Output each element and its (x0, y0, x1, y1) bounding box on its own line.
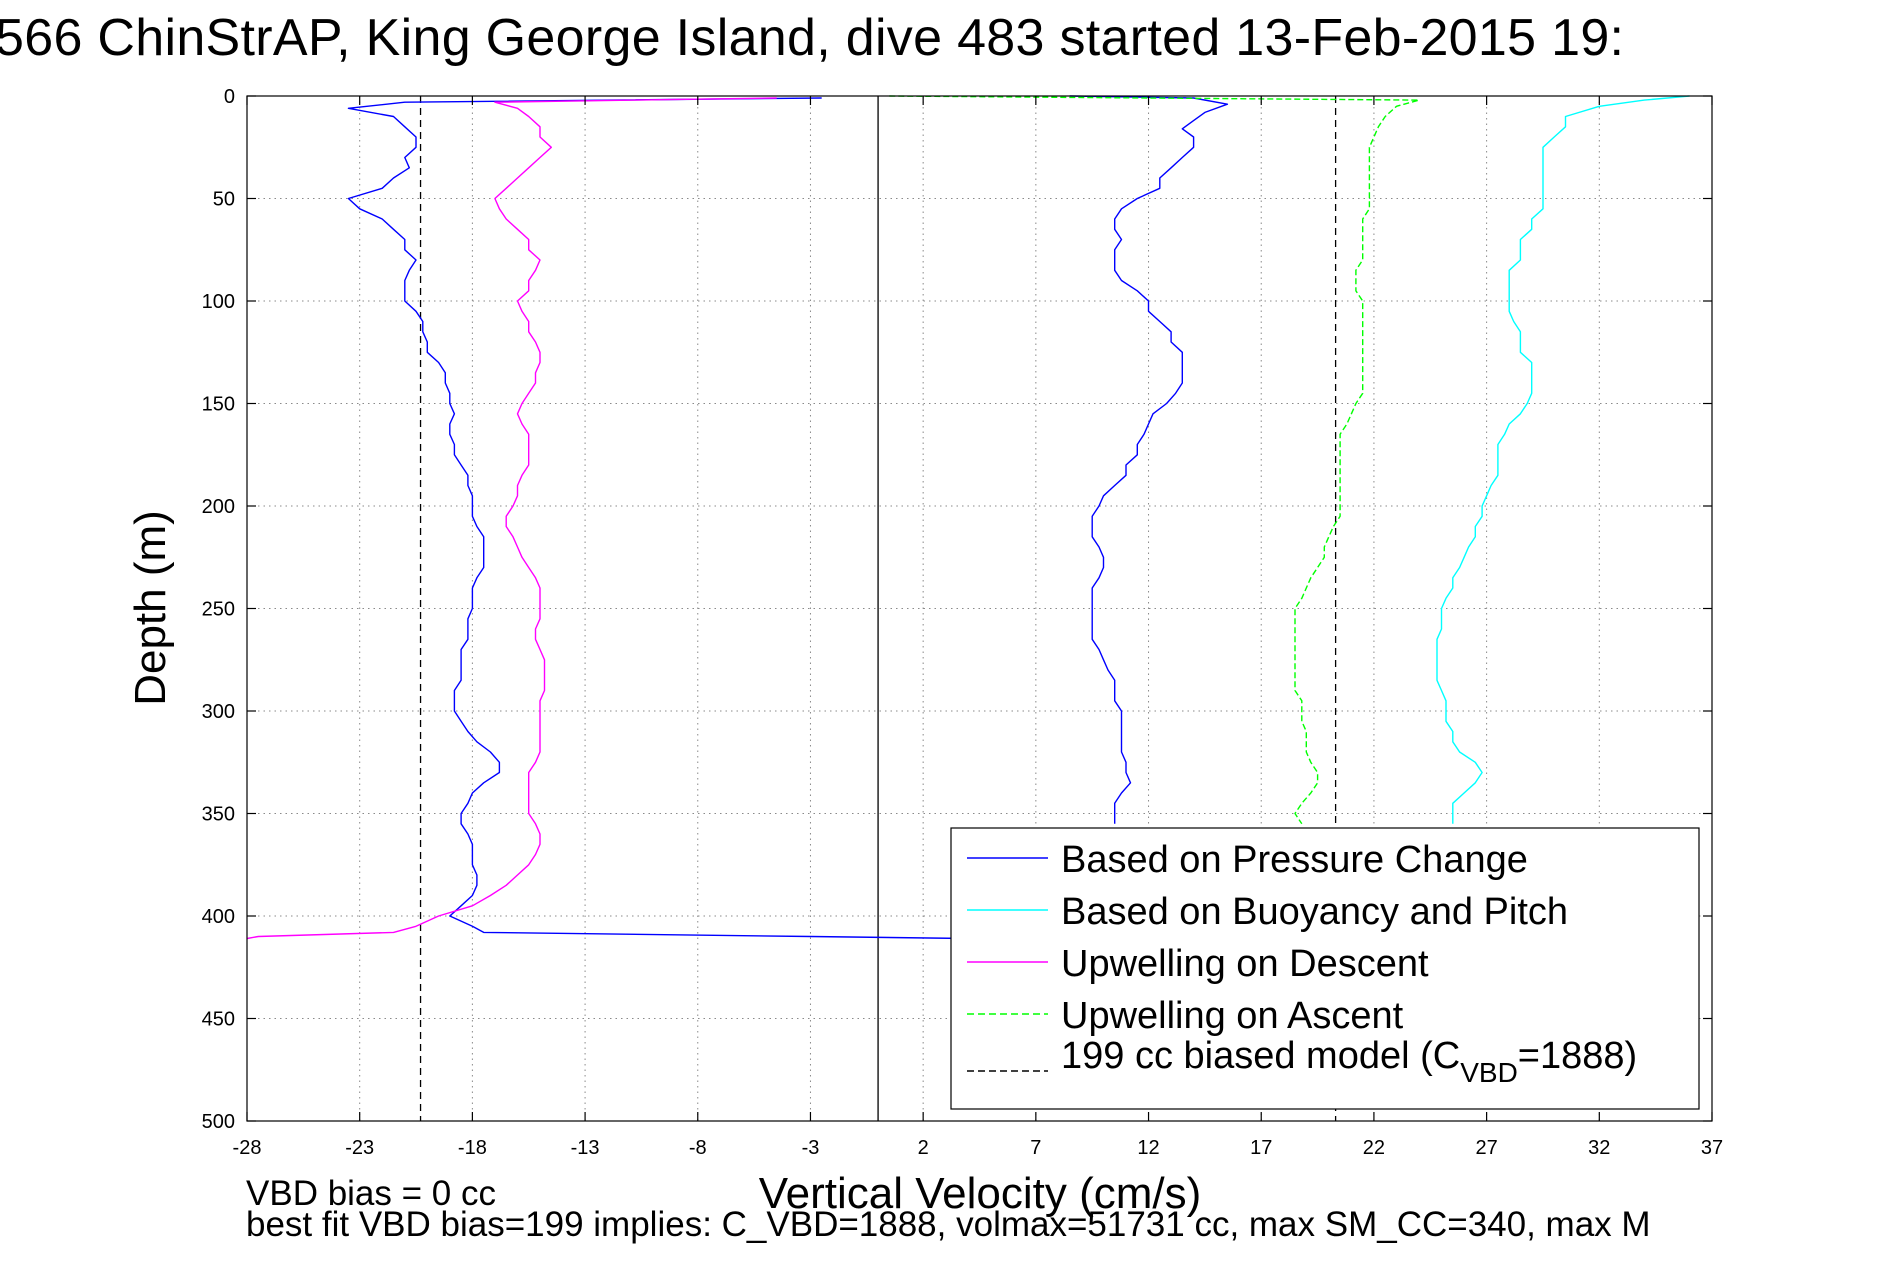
best-fit-note: best fit VBD bias=199 implies: C_VBD=188… (246, 1205, 1651, 1244)
legend-label-model-sub: VBD (1460, 1057, 1518, 1088)
upwelling-descent-trace-1 (247, 97, 777, 940)
y-tick-label: 0 (224, 86, 235, 108)
x-axis-title: Vertical Velocity (cm/s) (759, 1169, 1202, 1218)
y-tick-label: 50 (213, 189, 235, 211)
x-tick-label: -18 (458, 1137, 487, 1159)
x-tick-label: -8 (689, 1137, 707, 1159)
legend-label-descent: Upwelling on Descent (1061, 943, 1429, 985)
y-tick-label: 500 (202, 1111, 235, 1133)
legend-box (950, 827, 1700, 1110)
legend-label-model-main: 199 cc biased model (C (1061, 1035, 1460, 1077)
y-axis-title: Depth (m) (126, 510, 175, 706)
y-tick-label: 350 (202, 804, 235, 826)
x-tick-label: -13 (571, 1137, 600, 1159)
x-tick-label: -23 (345, 1137, 374, 1159)
vbd-bias-note: VBD bias = 0 cc (246, 1174, 496, 1213)
upwelling-ascent-trace-1 (889, 95, 1420, 825)
y-tick-label: 300 (202, 701, 235, 723)
x-tick-label: 12 (1137, 1137, 1159, 1159)
x-tick-label: -28 (233, 1137, 262, 1159)
y-tick-label: 100 (202, 291, 235, 313)
x-tick-label: -3 (802, 1137, 820, 1159)
pressure-change-trace-1 (347, 97, 969, 940)
x-tick-label: 7 (1030, 1137, 1041, 1159)
pressure-change-trace-2 (1069, 95, 1229, 824)
figure-title: 566 ChinStrAP, King George Island, dive … (0, 9, 1625, 67)
axis-ticks: -28 -23 -18 -13 -8 -3 2 7 12 17 22 27 32 370501001502… (202, 86, 1724, 1159)
buoyancy-pitch-trace-1 (1436, 95, 1690, 824)
y-tick-label: 450 (202, 1009, 235, 1031)
y-tick-label: 150 (202, 394, 235, 416)
x-tick-label: 2 (918, 1137, 929, 1159)
y-tick-label: 400 (202, 906, 235, 928)
legend-label-buoyancy: Based on Buoyancy and Pitch (1061, 891, 1568, 933)
legend-label-model-tail: =1888) (1518, 1035, 1637, 1077)
x-tick-label: 17 (1250, 1137, 1272, 1159)
y-tick-label: 250 (202, 599, 235, 621)
x-tick-label: 37 (1701, 1137, 1723, 1159)
x-tick-label: 22 (1363, 1137, 1385, 1159)
legend: Based on Pressure Change Based on Buoyan… (950, 827, 1700, 1110)
x-tick-label: 27 (1475, 1137, 1497, 1159)
series-layer (247, 95, 1690, 1121)
legend-label-pressure: Based on Pressure Change (1061, 839, 1528, 881)
x-tick-label: 32 (1588, 1137, 1610, 1159)
y-tick-label: 200 (202, 496, 235, 518)
legend-label-model: 199 cc biased model (CVBD=1888) (1061, 1035, 1637, 1088)
legend-label-ascent: Upwelling on Ascent (1061, 995, 1404, 1037)
